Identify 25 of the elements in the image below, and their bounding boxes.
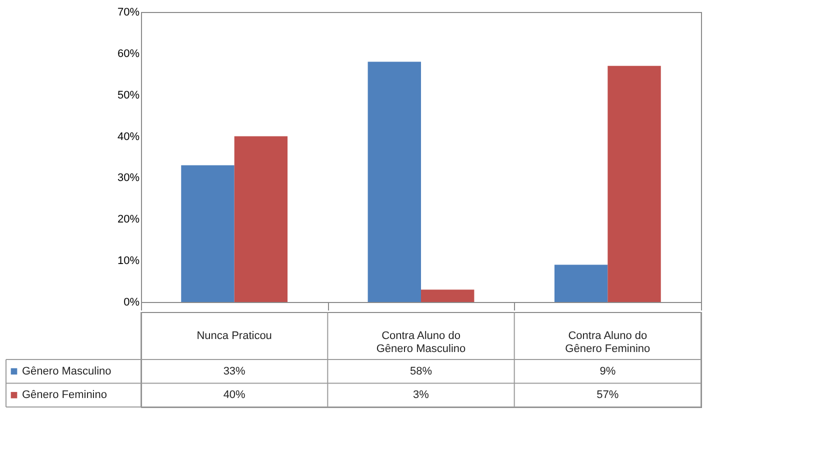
x-tick-label: Contra Aluno do Gênero Masculino: [376, 330, 466, 355]
x-tick-label: Nunca Praticou: [196, 330, 272, 342]
y-tick-label: 10%: [117, 255, 140, 268]
legend-label: Gênero Feminino: [22, 389, 107, 402]
y-tick-label: 40%: [117, 130, 140, 143]
data-label: 40%: [223, 389, 246, 402]
y-tick-label: 50%: [117, 89, 140, 102]
data-label: 3%: [413, 389, 430, 402]
y-tick-label: 30%: [117, 172, 140, 184]
bar: [608, 66, 661, 302]
legend-label: Gênero Masculino: [22, 365, 112, 378]
y-tick-label: 60%: [117, 48, 140, 60]
x-tick-label: Contra Aluno do Gênero Feminino: [565, 330, 650, 355]
y-tick-label: 70%: [117, 6, 140, 18]
bar: [234, 136, 288, 302]
y-tick-label: 0%: [124, 296, 140, 308]
bar: [368, 62, 421, 302]
data-label: 33%: [223, 365, 246, 378]
data-label: 58%: [410, 365, 432, 378]
bar: [181, 165, 234, 302]
bar: [421, 290, 474, 302]
data-label: 9%: [600, 365, 616, 378]
y-tick-label: 20%: [117, 214, 140, 226]
bar: [554, 264, 608, 302]
data-label: 57%: [596, 389, 619, 402]
